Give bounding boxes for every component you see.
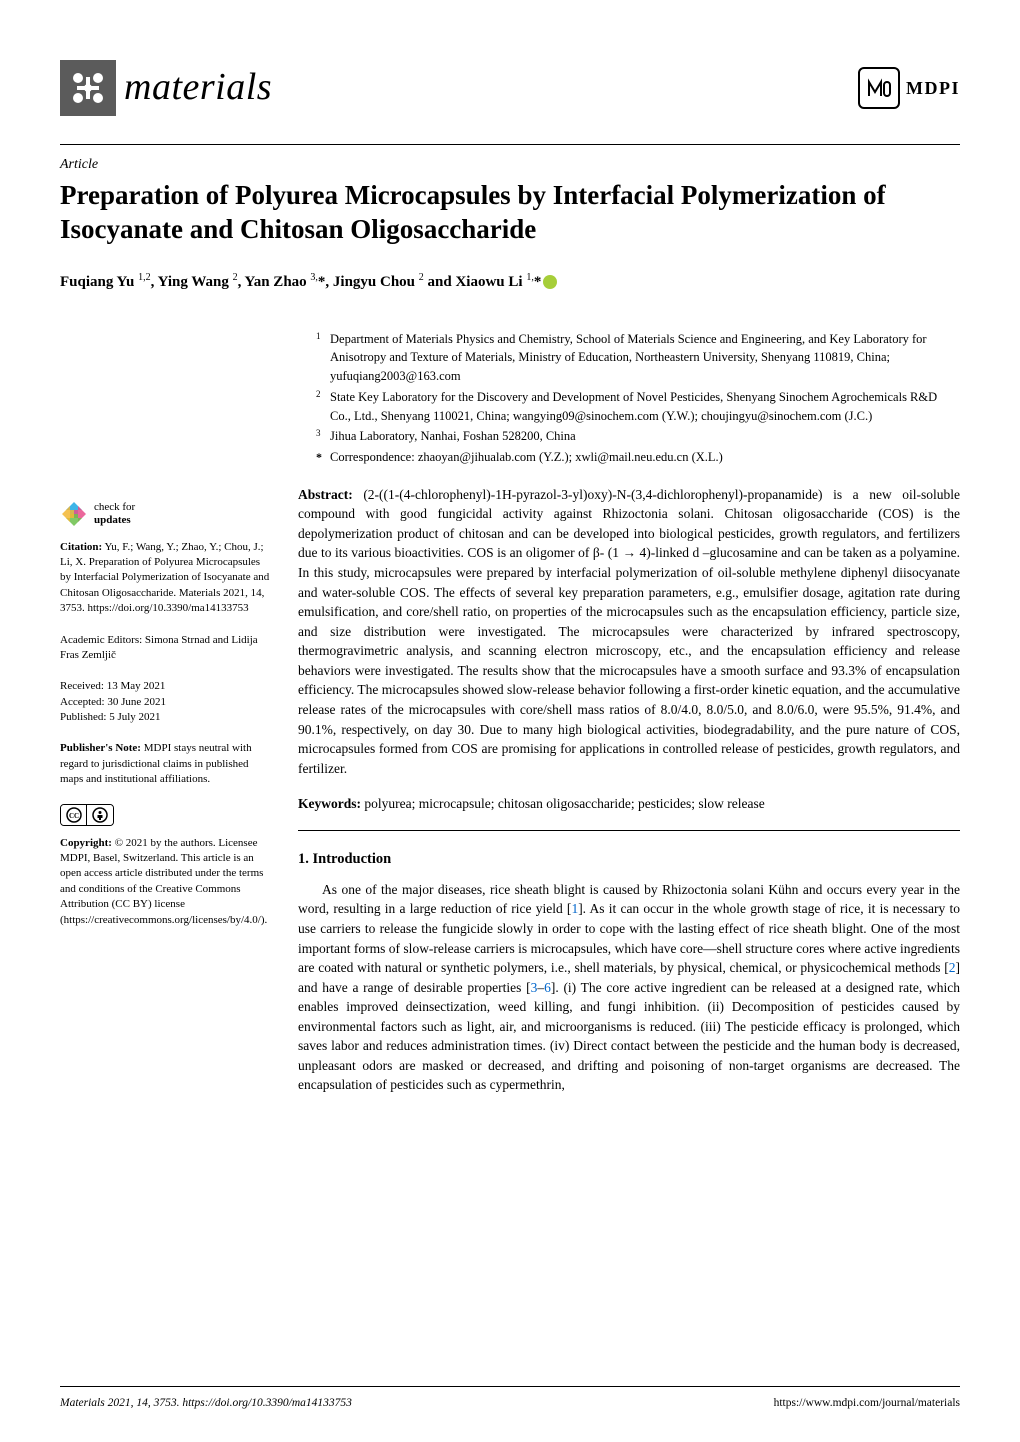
copyright-text: © 2021 by the authors. Licensee MDPI, Ba… [60,837,267,926]
by-icon [87,805,113,825]
date-published: Published: 5 July 2021 [60,710,270,725]
check-updates-icon [60,500,88,528]
mdpi-icon [858,67,900,109]
date-received: Received: 13 May 2021 [60,679,270,694]
abstract-text: (2-((1-(4-chlorophenyl)-1H-pyrazol-3-yl)… [298,487,960,776]
footer-right[interactable]: https://www.mdpi.com/journal/materials [774,1395,960,1412]
author: Jingyu Chou 2 [333,274,424,290]
affil-text: Correspondence: zhaoyan@jihualab.com (Y.… [330,448,960,467]
dates-block: Received: 13 May 2021 Accepted: 30 June … [60,679,270,725]
journal-icon [60,60,116,116]
footer: Materials 2021, 14, 3753. https://doi.or… [60,1386,960,1412]
abstract: Abstract: (2-((1-(4-chlorophenyl)-1H-pyr… [298,485,960,778]
affil-text: Department of Materials Physics and Chem… [330,330,960,386]
affil-num: 3 [316,427,330,446]
citation-ref[interactable]: 2 [949,960,956,975]
citation-label: Citation: [60,541,102,553]
journal-logo: materials [60,60,272,116]
publisher-name: MDPI [906,75,960,101]
affil-text: State Key Laboratory for the Discovery a… [330,388,960,426]
header: materials MDPI [60,60,960,116]
article-type: Article [60,155,960,175]
header-divider [60,144,960,145]
main-content: 1 Department of Materials Physics and Ch… [298,330,960,1095]
affil-num: * [316,448,330,467]
copyright-block: Copyright: © 2021 by the authors. Licens… [60,836,270,928]
keywords: Keywords: polyurea; microcapsule; chitos… [298,794,960,814]
editors-block: Academic Editors: Simona Strnad and Lidi… [60,633,270,664]
check-updates-badge[interactable]: check for updates [60,500,270,528]
check-line2: updates [94,514,135,526]
affil-num: 1 [316,330,330,386]
article-title: Preparation of Polyurea Microcapsules by… [60,179,960,247]
authors-line: Fuqiang Yu 1,2, Ying Wang 2, Yan Zhao 3,… [60,271,960,294]
publishers-note-block: Publisher's Note: MDPI stays neutral wit… [60,741,270,787]
svg-text:CC: CC [68,812,78,820]
affiliations: 1 Department of Materials Physics and Ch… [298,330,960,467]
check-updates-label: check for updates [94,501,135,525]
author: Ying Wang 2 [158,274,238,290]
citation-ref[interactable]: 6 [544,980,551,995]
check-line1: check for [94,501,135,513]
publisher-logo: MDPI [858,67,960,109]
citation-block: Citation: Yu, F.; Wang, Y.; Zhao, Y.; Ch… [60,540,270,617]
keywords-text: polyurea; microcapsule; chitosan oligosa… [364,796,764,811]
date-accepted: Accepted: 30 June 2021 [60,695,270,710]
section-title: 1. Introduction [298,849,960,870]
abstract-label: Abstract: [298,487,353,502]
orcid-icon[interactable] [543,275,557,289]
footer-left: Materials 2021, 14, 3753. https://doi.or… [60,1395,352,1412]
affiliation-row: 1 Department of Materials Physics and Ch… [316,330,960,386]
author: Xiaowu Li 1,* [455,274,557,290]
publishers-note-label: Publisher's Note: [60,742,141,754]
body-paragraph: As one of the major diseases, rice sheat… [298,880,960,1095]
affiliation-row: 2 State Key Laboratory for the Discovery… [316,388,960,426]
affiliation-row: 3 Jihua Laboratory, Nanhai, Foshan 52820… [316,427,960,446]
journal-name: materials [124,60,272,115]
affil-num: 2 [316,388,330,426]
cc-license-badge[interactable]: CC [60,804,270,826]
author: Fuqiang Yu 1,2 [60,274,151,290]
copyright-label: Copyright: [60,837,112,849]
affiliation-row: * Correspondence: zhaoyan@jihualab.com (… [316,448,960,467]
keywords-label: Keywords: [298,796,361,811]
body-text: ]. (i) The core active ingredient can be… [298,980,960,1093]
section-divider [298,830,960,831]
cc-icon: CC [61,805,87,825]
affil-text: Jihua Laboratory, Nanhai, Foshan 528200,… [330,427,960,446]
sidebar: check for updates Citation: Yu, F.; Wang… [60,330,270,1095]
author: Yan Zhao 3,* [245,274,326,290]
